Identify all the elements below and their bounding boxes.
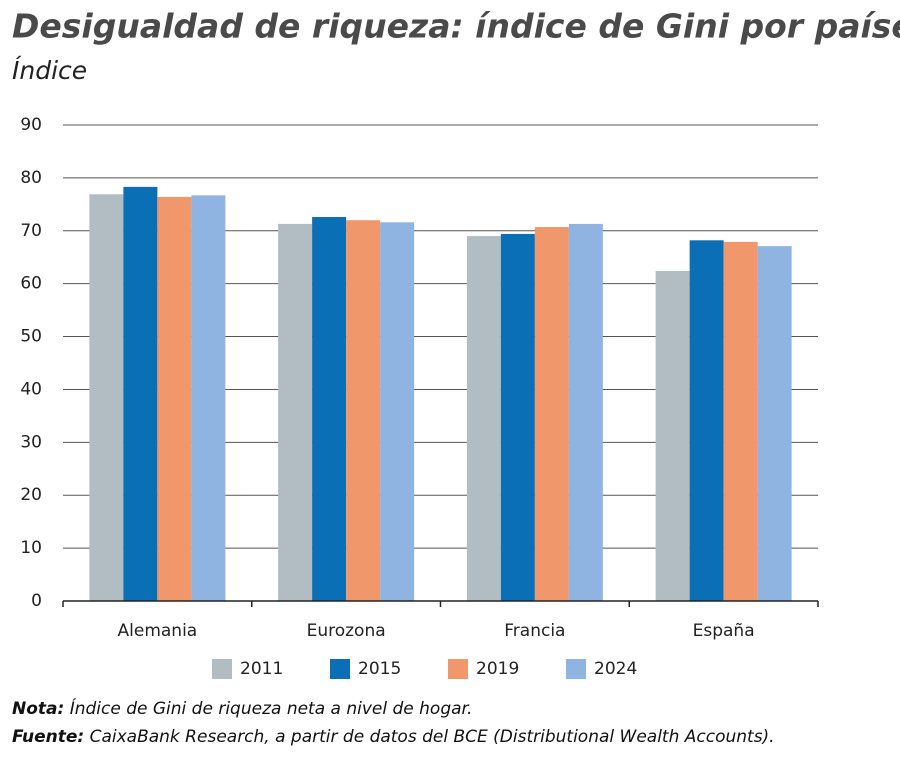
legend-label: 2011 [240,659,283,679]
bar [157,196,192,601]
bar [278,223,313,601]
note-label: Nota: [12,699,64,719]
bar [757,246,792,602]
note: Nota: Índice de Gini de riqueza neta a n… [12,697,472,719]
note-text: Índice de Gini de riqueza neta a nivel d… [70,697,473,719]
source-text: CaixaBank Research, a partir de datos de… [90,727,775,747]
legend-swatch [330,659,350,679]
y-tick-label: 40 [20,379,42,399]
chart-title: Desigualdad de riqueza: índice de Gini p… [12,7,900,46]
bar [312,217,347,601]
x-tick-label: Alemania [118,621,198,641]
source-label: Fuente: [12,727,84,747]
y-tick-label: 10 [20,538,42,558]
legend-swatch [448,659,468,679]
legend-label: 2019 [476,659,519,679]
y-tick-label: 50 [20,327,42,347]
y-tick-label: 80 [20,168,42,188]
bar [466,236,501,602]
bar [534,227,569,601]
source: Fuente: CaixaBank Research, a partir de … [12,727,775,747]
bar [723,241,758,601]
bar [380,222,415,601]
chart-subtitle: Índice [12,56,87,85]
y-tick-label: 30 [20,432,42,452]
legend-swatch [212,659,232,679]
legend-label: 2024 [594,659,637,679]
y-tick-label: 20 [20,485,42,505]
x-tick-label: España [693,621,755,641]
y-tick-label: 70 [20,221,42,241]
bar [123,186,158,601]
bar [689,240,724,601]
bar [191,195,226,601]
y-tick-label: 0 [31,591,42,611]
bar [346,220,381,601]
legend-swatch [566,659,586,679]
bar [89,194,124,602]
bar [568,223,603,601]
y-tick-label: 60 [20,274,42,294]
legend-label: 2015 [358,659,401,679]
x-tick-label: Eurozona [307,621,386,641]
x-tick-label: Francia [504,621,565,641]
bar [655,270,690,601]
y-tick-label: 90 [20,115,42,135]
bar [500,233,535,601]
